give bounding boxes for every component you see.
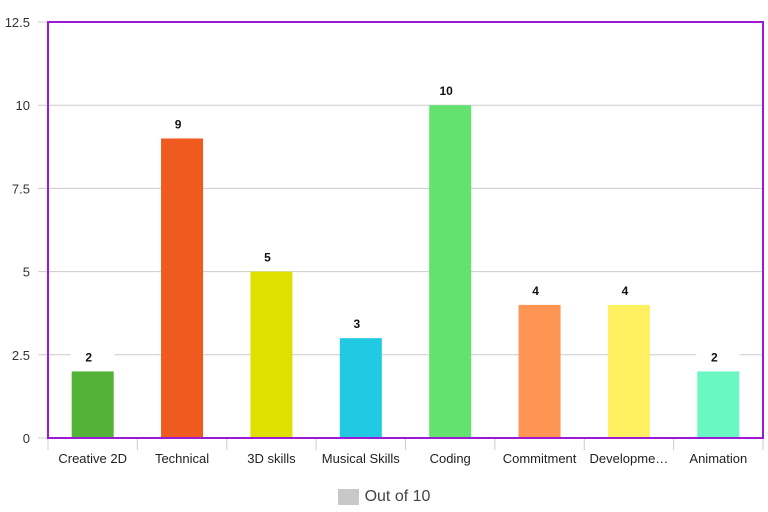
data-label-bg (606, 276, 651, 297)
x-tick-label: Commitment (503, 451, 577, 466)
y-tick-label: 7.5 (12, 181, 30, 196)
data-label: 10 (440, 84, 454, 98)
bar (697, 371, 740, 438)
x-tick-label: 3D skills (247, 451, 296, 466)
bar-chart: 0 2.5 5 7.5 10 12.5 2 Creative 2D 9 Technical 5 3D … (5, 15, 764, 466)
plot-frame (47, 21, 764, 439)
data-label: 4 (622, 284, 629, 298)
x-tick-label: Animation (689, 451, 747, 466)
data-label: 4 (532, 284, 539, 298)
y-tick-label: 0 (23, 431, 30, 446)
legend[interactable]: Out of 10 (0, 488, 768, 506)
data-label-bg (696, 343, 741, 364)
data-label: 3 (353, 317, 360, 331)
data-label-bg (70, 343, 115, 364)
bar (339, 338, 382, 438)
x-tick-label: Technical (155, 451, 209, 466)
legend-label: Out of 10 (364, 488, 431, 505)
x-tick-label: Coding (430, 451, 471, 466)
bar (71, 371, 114, 438)
data-label: 5 (264, 251, 271, 265)
bar (161, 138, 204, 439)
x-tick-label: Creative 2D (58, 451, 127, 466)
data-label: 2 (711, 350, 718, 364)
data-label-bg (249, 243, 294, 264)
data-label: 9 (175, 117, 182, 131)
legend-swatch (337, 489, 359, 505)
data-label-bg (338, 310, 383, 331)
bar (250, 271, 293, 438)
data-label-bg (517, 276, 562, 297)
y-tick-label: 5 (23, 265, 30, 280)
bar (607, 304, 650, 438)
data-label: 2 (85, 350, 92, 364)
x-tick-label: Developme… (590, 451, 669, 466)
y-tick-label: 10 (16, 98, 30, 113)
bar (429, 105, 472, 438)
x-tick-label: Musical Skills (322, 451, 401, 466)
data-label-bg (428, 77, 473, 98)
y-tick-label: 2.5 (12, 348, 30, 363)
bar (518, 304, 561, 438)
y-tick-label: 12.5 (5, 15, 30, 30)
data-label-bg (160, 110, 205, 131)
